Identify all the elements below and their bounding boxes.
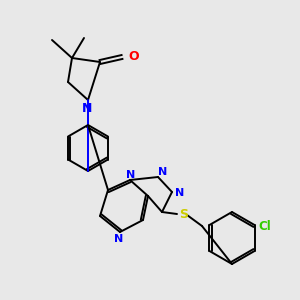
Text: O: O [128, 50, 139, 62]
Text: N: N [126, 170, 136, 180]
Text: N: N [82, 101, 92, 115]
Text: N: N [158, 167, 168, 177]
Text: N: N [114, 234, 124, 244]
Text: Cl: Cl [259, 220, 271, 233]
Text: S: S [179, 208, 188, 221]
Text: N: N [176, 188, 184, 198]
